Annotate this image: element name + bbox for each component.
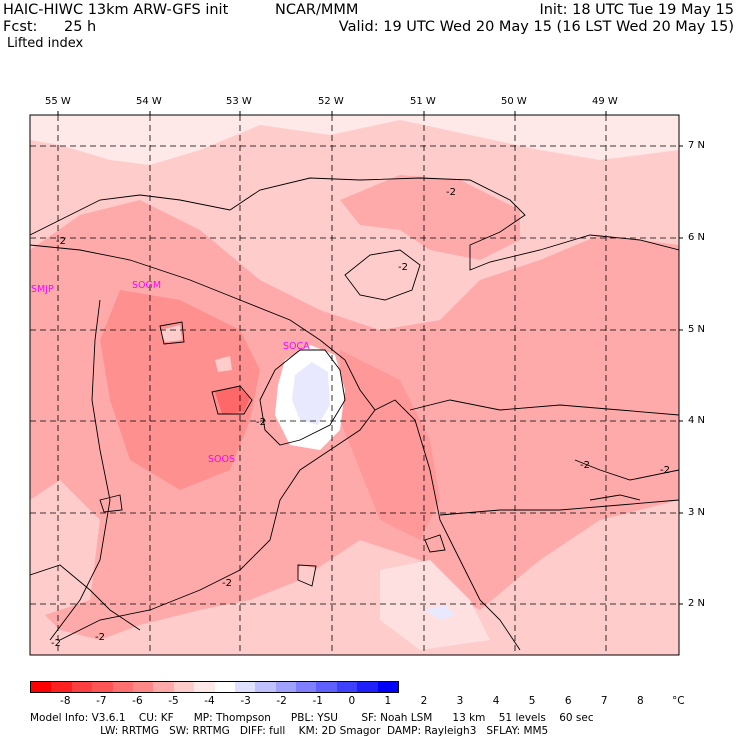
color-bar-tick-label: 8 <box>636 695 644 707</box>
color-bar-swatch <box>377 682 399 692</box>
color-bar-tick-label: 3 <box>456 695 464 707</box>
color-bar-tick-label: 6 <box>564 695 572 707</box>
map-frame <box>29 114 680 656</box>
color-bar-swatch <box>214 682 235 692</box>
station-sogm: SOGM <box>132 280 162 291</box>
color-bar-tick-label: 1 <box>384 695 392 707</box>
contour-label: -2 <box>222 578 232 589</box>
lat-label-3n: 3 N <box>688 507 706 518</box>
color-bar-tick-label: -3 <box>240 695 251 707</box>
model-info-line2: LW: RRTMG SW: RRTMG DIFF: full KM: 2D Sm… <box>30 725 549 737</box>
color-bar-tick-label: -1 <box>312 695 323 707</box>
station-smjp: SMJP <box>31 284 54 295</box>
org-label: NCAR/MMM <box>275 2 359 18</box>
lat-label-5n: 5 N <box>688 324 706 335</box>
lat-label-6n: 6 N <box>688 232 706 243</box>
station-soca: SOCA <box>283 341 310 352</box>
tick-marks <box>57 111 683 605</box>
lat-label-7n: 7 N <box>688 140 706 151</box>
color-bar-swatch <box>296 682 317 692</box>
contour-label: -2 <box>95 632 105 643</box>
color-bar-tick-label: 5 <box>528 695 536 707</box>
shade-darkest-spot <box>215 386 250 414</box>
color-bar-tick-label: 0 <box>348 695 356 707</box>
lon-label-49w: 49 W <box>592 96 618 107</box>
model-info-line1: Model Info: V3.6.1 CU: KF MP: Thompson P… <box>30 712 594 724</box>
color-bar-swatch <box>255 682 276 692</box>
lon-label-51w: 51 W <box>410 96 436 107</box>
color-bar-swatch <box>31 682 52 692</box>
model-title: HAIC-HIWC 13km ARW-GFS init <box>3 2 229 18</box>
shade-dark-east <box>340 350 440 540</box>
color-bar-swatch <box>173 682 195 692</box>
color-bar-tick-label: 2 <box>420 695 428 707</box>
lon-label-52w: 52 W <box>318 96 344 107</box>
shade-dark-center <box>100 290 260 490</box>
color-bar-swatch <box>336 682 358 692</box>
contour-label: -2 <box>256 417 266 428</box>
color-bar <box>30 681 400 693</box>
forecast-label: Fcst: <box>3 19 38 35</box>
shade-blue-south <box>425 605 455 620</box>
color-bar-swatch <box>92 682 113 692</box>
color-bar-swatch <box>357 682 378 692</box>
color-bar-tick-label: -7 <box>96 695 107 707</box>
shade-mid-northeast <box>340 175 520 260</box>
color-bar-swatch <box>112 682 133 692</box>
contour-label: -2 <box>660 465 670 476</box>
color-bar-swatch <box>234 682 256 692</box>
color-bar-tick-label: 4 <box>492 695 500 707</box>
lon-label-54w: 54 W <box>136 96 162 107</box>
shade-pale-south <box>380 560 490 650</box>
color-bar-tick-label: -6 <box>132 695 143 707</box>
contour-label: -2 <box>51 638 61 649</box>
shade-speck-2 <box>215 356 232 372</box>
lat-label-2n: 2 N <box>688 598 706 609</box>
shade-blue-pocket <box>292 362 330 425</box>
contour-label: -2 <box>446 187 456 198</box>
init-time: Init: 18 UTC Tue 19 May 15 <box>539 2 734 18</box>
color-bar-unit: °C <box>672 695 685 707</box>
contour-lines <box>30 177 679 651</box>
shade-speck-3 <box>298 565 315 585</box>
lon-label-53w: 53 W <box>226 96 252 107</box>
station-soos: SOOS <box>208 454 236 465</box>
color-bar-tick-label: -4 <box>204 695 215 707</box>
contour-label: -2 <box>398 262 408 273</box>
shade-speck-1 <box>160 325 182 342</box>
forecast-hour: 25 h <box>64 19 97 35</box>
color-bar-tick-label: 7 <box>600 695 608 707</box>
color-bar-swatch <box>51 682 72 692</box>
color-bar-tick-label: -5 <box>168 695 179 707</box>
field-name: Lifted index <box>7 36 84 51</box>
color-bar-swatch <box>275 682 297 692</box>
lon-label-50w: 50 W <box>501 96 527 107</box>
shade-pale-north <box>30 115 679 165</box>
grid-lines <box>30 115 679 655</box>
contour-label: -2 <box>580 460 590 471</box>
color-bar-tick-label: -2 <box>276 695 287 707</box>
color-bar-swatch <box>153 682 174 692</box>
color-bar-swatch <box>194 682 215 692</box>
color-bar-tick-label: -8 <box>60 695 71 707</box>
valid-time: Valid: 19 UTC Wed 20 May 15 (16 LST Wed … <box>338 19 734 35</box>
shade-light-west <box>30 480 100 620</box>
color-bar-swatch <box>316 682 337 692</box>
lat-label-4n: 4 N <box>688 415 706 426</box>
color-bar-swatch <box>132 682 154 692</box>
lon-label-55w: 55 W <box>45 96 71 107</box>
color-bar-swatch <box>71 682 93 692</box>
contour-label: -2 <box>56 236 66 247</box>
